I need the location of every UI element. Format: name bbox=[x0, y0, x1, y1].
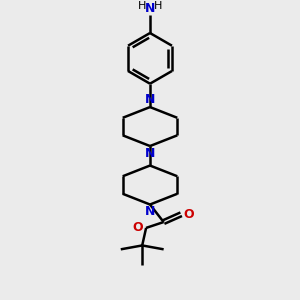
Text: H: H bbox=[138, 1, 146, 10]
Text: N: N bbox=[145, 93, 155, 106]
Text: O: O bbox=[133, 221, 143, 234]
Text: N: N bbox=[145, 2, 155, 14]
Text: O: O bbox=[183, 208, 194, 221]
Text: N: N bbox=[145, 206, 155, 218]
Text: H: H bbox=[154, 1, 162, 10]
Text: N: N bbox=[145, 147, 155, 160]
